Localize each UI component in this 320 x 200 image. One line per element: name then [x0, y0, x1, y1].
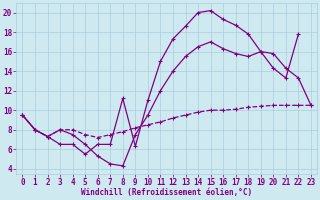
X-axis label: Windchill (Refroidissement éolien,°C): Windchill (Refroidissement éolien,°C)	[81, 188, 252, 197]
